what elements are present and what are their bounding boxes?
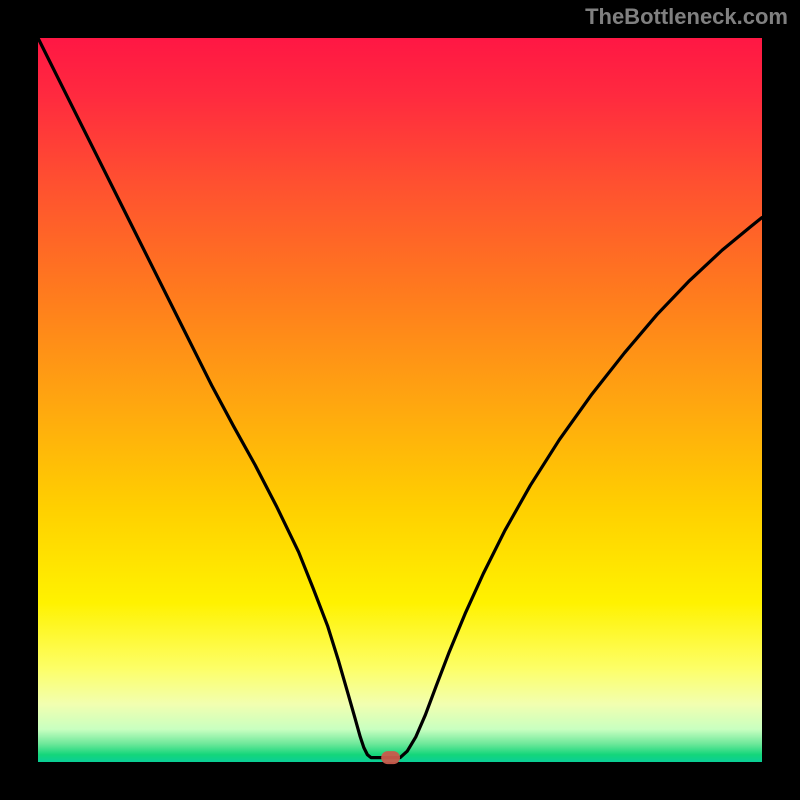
optimum-marker	[381, 751, 400, 764]
plot-background	[38, 38, 762, 762]
chart-container: TheBottleneck.com	[0, 0, 800, 800]
chart-svg	[0, 0, 800, 800]
watermark-text: TheBottleneck.com	[585, 4, 788, 30]
